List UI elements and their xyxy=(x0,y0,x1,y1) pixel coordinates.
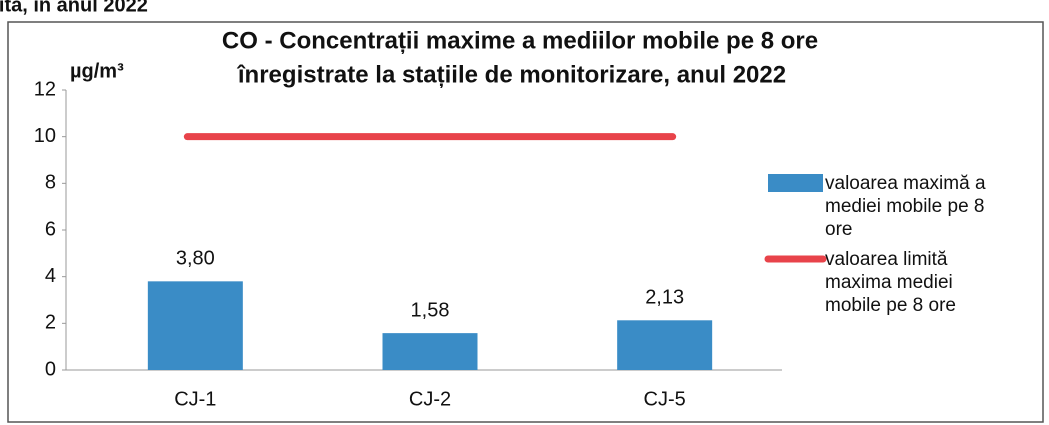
data-label: 3,80 xyxy=(176,248,215,270)
context-text: limită, în anul 2022 xyxy=(0,0,148,16)
x-tick-label: CJ-2 xyxy=(409,388,451,410)
chart-title: înregistrate la stațiile de monitorizare… xyxy=(237,61,786,88)
x-tick-label: CJ-5 xyxy=(644,388,686,410)
chart-title: CO - Concentrații maxime a mediilor mobi… xyxy=(222,27,818,54)
legend-swatch xyxy=(768,174,823,192)
x-tick-label: CJ-1 xyxy=(174,388,216,410)
legend-label: valoarea maximă a mediei mobile pe 8 ore xyxy=(825,173,986,240)
y-tick-label: 2 xyxy=(45,312,56,334)
bar xyxy=(147,281,243,370)
bar xyxy=(617,320,713,370)
legend-label: valoarea limită maxima mediei mobile pe … xyxy=(825,249,956,316)
y-tick-label: 0 xyxy=(45,358,56,380)
data-label: 2,13 xyxy=(645,287,684,309)
y-tick-label: 10 xyxy=(34,125,56,147)
y-tick-label: 6 xyxy=(45,218,56,240)
y-tick-label: 4 xyxy=(45,265,56,287)
y-tick-label: 12 xyxy=(34,78,56,100)
y-tick-label: 8 xyxy=(45,172,56,194)
y-axis-label: µg/m³ xyxy=(70,60,124,82)
data-label: 1,58 xyxy=(411,299,450,321)
bar xyxy=(382,333,478,370)
